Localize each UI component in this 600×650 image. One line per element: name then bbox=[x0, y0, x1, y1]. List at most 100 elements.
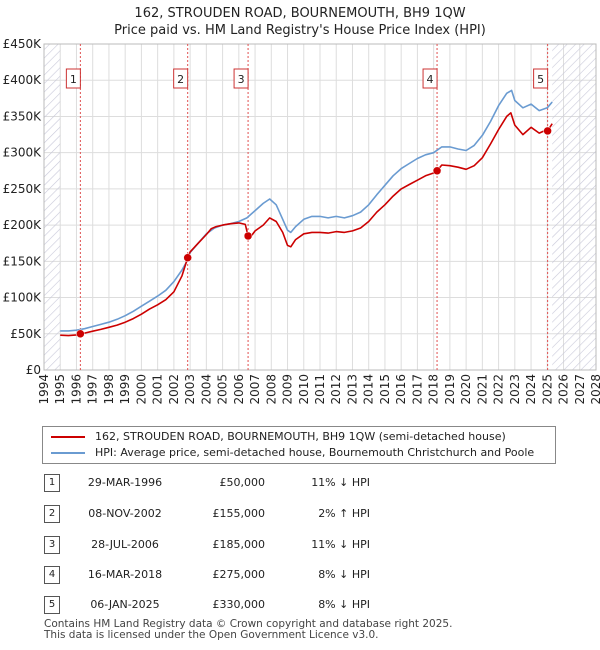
sale-number-badge: 3 bbox=[44, 536, 60, 554]
sale-date: 06-JAN-2025 bbox=[90, 598, 160, 611]
x-tick-label: 2009 bbox=[281, 374, 295, 405]
sale-price: £185,000 bbox=[212, 538, 266, 551]
sale-row: 3 28-JUL-2006 £185,000 11% ↓ HPI bbox=[0, 536, 600, 554]
hatch-region-after bbox=[552, 44, 596, 370]
legend-label-hpi: HPI: Average price, semi-detached house,… bbox=[95, 446, 535, 459]
x-tick-label: 2011 bbox=[313, 374, 327, 405]
footer-licence: This data is licensed under the Open Gov… bbox=[44, 629, 379, 641]
x-tick-label: 1998 bbox=[102, 374, 116, 405]
y-tick-label: £100K bbox=[3, 291, 43, 305]
x-tick-label: 2008 bbox=[264, 374, 278, 405]
legend-swatch-hpi bbox=[51, 452, 85, 454]
sale-point bbox=[76, 329, 85, 339]
x-tick-label: 2025 bbox=[540, 374, 554, 405]
y-tick-label: £50K bbox=[10, 327, 42, 341]
hatch-region-before bbox=[44, 44, 61, 370]
sale-point bbox=[432, 166, 442, 176]
sale-row: 1 29-MAR-1996 £50,000 11% ↓ HPI bbox=[0, 474, 600, 492]
legend-swatch-price bbox=[51, 436, 85, 438]
x-tick-label: 1999 bbox=[118, 374, 132, 405]
footer: Contains HM Land Registry data © Crown c… bbox=[44, 619, 452, 641]
sale-number-label: 5 bbox=[537, 73, 544, 86]
x-tick-label: 2024 bbox=[524, 374, 538, 405]
plot-frame bbox=[43, 43, 597, 371]
y-tick-label: £300K bbox=[3, 146, 43, 160]
x-tick-label: 2014 bbox=[362, 374, 376, 405]
footer-copyright: Contains HM Land Registry data © Crown c… bbox=[44, 618, 453, 630]
x-tick-label: 2020 bbox=[459, 374, 473, 405]
sale-number-box bbox=[173, 68, 189, 89]
hpi-line bbox=[60, 89, 553, 332]
sale-number-label: 3 bbox=[238, 73, 245, 86]
sale-price: £155,000 bbox=[212, 507, 266, 520]
sale-date: 16-MAR-2018 bbox=[87, 568, 163, 581]
x-tick-label: 2021 bbox=[475, 374, 489, 405]
sale-number-badge: 2 bbox=[44, 505, 60, 523]
y-tick-label: £200K bbox=[3, 218, 43, 232]
sale-number-box bbox=[65, 68, 81, 89]
x-tick-label: 2023 bbox=[508, 374, 522, 405]
sale-point bbox=[243, 231, 253, 241]
sale-hpi-diff: 8% ↓ HPI bbox=[318, 598, 370, 611]
x-tick-label: 2019 bbox=[443, 374, 457, 405]
sale-number-badge: 5 bbox=[44, 596, 60, 614]
x-tick-label: 2000 bbox=[134, 374, 148, 405]
sale-hpi-diff: 2% ↑ HPI bbox=[318, 507, 370, 520]
price-paid-line bbox=[60, 112, 553, 337]
x-tick-label: 2022 bbox=[492, 374, 506, 405]
x-tick-label: 2012 bbox=[329, 374, 343, 405]
sale-number-box bbox=[422, 68, 438, 89]
sale-date: 28-JUL-2006 bbox=[91, 538, 159, 551]
sale-hpi-diff: 11% ↓ HPI bbox=[311, 476, 370, 489]
sale-point bbox=[543, 126, 552, 136]
x-tick-label: 2027 bbox=[573, 374, 587, 405]
sale-number-label: 4 bbox=[427, 73, 434, 86]
y-tick-label: £350K bbox=[3, 109, 43, 123]
sale-number-badge: 4 bbox=[44, 566, 60, 584]
x-tick-label: 2015 bbox=[378, 374, 392, 405]
price-chart: £0 £50K £100K £150K £200K £250K £300K £350K £400… bbox=[3, 37, 600, 405]
sale-row: 2 08-NOV-2002 £155,000 2% ↑ HPI bbox=[0, 505, 600, 523]
sale-number-label: 1 bbox=[70, 73, 77, 86]
x-tick-label: 2013 bbox=[345, 374, 359, 405]
x-tick-label: 2026 bbox=[557, 374, 571, 405]
sale-date: 29-MAR-1996 bbox=[87, 476, 163, 489]
x-tick-label: 1996 bbox=[69, 374, 83, 405]
chart-subtitle: Price paid vs. HM Land Registry's House … bbox=[114, 23, 486, 38]
y-tick-label: £150K bbox=[3, 254, 43, 268]
sale-number-box bbox=[533, 68, 549, 89]
sale-row: 4 16-MAR-2018 £275,000 8% ↓ HPI bbox=[0, 566, 600, 584]
x-tick-label: 2028 bbox=[589, 374, 600, 405]
legend-label-price: 162, STROUDEN ROAD, BOURNEMOUTH, BH9 1QW… bbox=[95, 430, 506, 443]
sale-price: £330,000 bbox=[212, 598, 266, 611]
sale-number-box bbox=[233, 68, 249, 89]
x-tick-label: 1995 bbox=[53, 374, 67, 405]
sale-price: £275,000 bbox=[212, 568, 266, 581]
sale-number-label: 2 bbox=[177, 73, 184, 86]
x-tick-label: 1997 bbox=[86, 374, 100, 405]
x-tick-label: 2001 bbox=[151, 374, 165, 405]
sale-row: 5 06-JAN-2025 £330,000 8% ↓ HPI bbox=[0, 596, 600, 614]
x-tick-label: 2005 bbox=[216, 374, 230, 405]
x-tick-label: 2007 bbox=[248, 374, 262, 405]
y-tick-label: £0 bbox=[26, 363, 41, 377]
sale-point bbox=[183, 253, 192, 262]
x-tick-label: 2003 bbox=[183, 374, 197, 405]
x-tick-label: 1994 bbox=[37, 374, 51, 405]
x-tick-label: 2002 bbox=[167, 374, 181, 405]
sale-number-badge: 1 bbox=[44, 474, 60, 492]
x-tick-label: 2016 bbox=[394, 374, 408, 405]
sale-hpi-diff: 11% ↓ HPI bbox=[311, 538, 370, 551]
y-tick-label: £250K bbox=[3, 182, 43, 196]
x-tick-label: 2006 bbox=[232, 374, 246, 405]
y-tick-label: £450K bbox=[3, 37, 43, 51]
x-tick-label: 2010 bbox=[297, 374, 311, 405]
y-tick-label: £400K bbox=[3, 73, 43, 87]
legend: 162, STROUDEN ROAD, BOURNEMOUTH, BH9 1QW… bbox=[42, 426, 556, 464]
x-tick-label: 2004 bbox=[199, 374, 213, 405]
x-tick-label: 2018 bbox=[427, 374, 441, 405]
sale-date: 08-NOV-2002 bbox=[88, 507, 162, 520]
sale-price: £50,000 bbox=[219, 476, 266, 489]
x-tick-label: 2017 bbox=[410, 374, 424, 405]
chart-title-address: 162, STROUDEN ROAD, BOURNEMOUTH, BH9 1QW bbox=[134, 6, 466, 21]
